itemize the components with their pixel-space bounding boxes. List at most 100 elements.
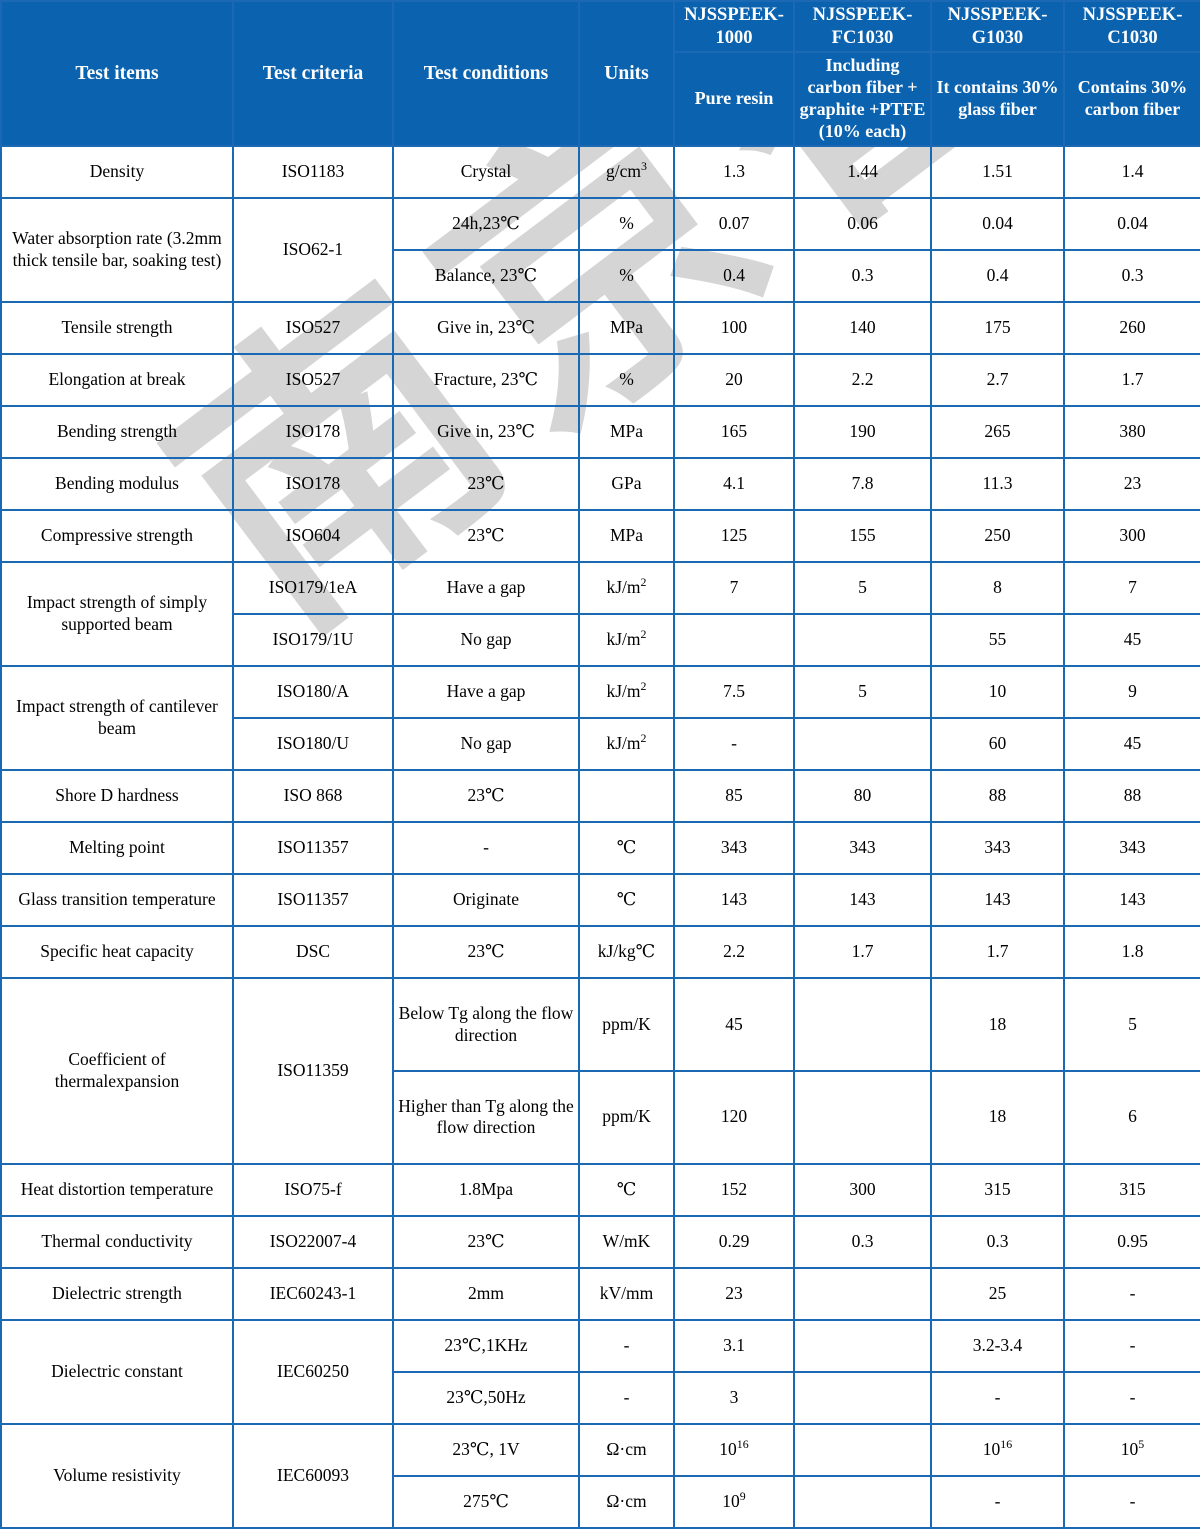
cell-units: W/mK bbox=[578, 1214, 675, 1269]
cell-value-product-3: 55 bbox=[930, 613, 1065, 668]
cell-value-product-2: 1.7 bbox=[793, 925, 932, 980]
cell-test-criteria: ISO180/U bbox=[232, 717, 394, 772]
cell-value-product-4: 1.4 bbox=[1063, 144, 1200, 199]
cell-value-product-3: 1016 bbox=[930, 1422, 1065, 1477]
cell-value-product-4: 9 bbox=[1063, 665, 1200, 720]
cell-value-product-1: 7.5 bbox=[673, 665, 795, 720]
cell-test-condition: Higher than Tg along the flow direction bbox=[392, 1070, 580, 1165]
cell-units: kJ/m2 bbox=[578, 561, 675, 616]
cell-value-product-2: 2.2 bbox=[793, 352, 932, 408]
table-row: Shore D hardness ISO 868 23℃ 85 80 88 88 bbox=[0, 769, 1200, 824]
cell-test-criteria: ISO11357 bbox=[232, 873, 394, 928]
cell-value-product-4: 7 bbox=[1063, 561, 1200, 616]
table-row: Glass transition temperature ISO11357 Orig… bbox=[0, 873, 1200, 928]
cell-value-product-1: 120 bbox=[673, 1070, 795, 1165]
cell-test-item: Density bbox=[0, 144, 234, 199]
table-row: Bending strength ISO178 Give in, 23℃ MPa 165… bbox=[0, 405, 1200, 460]
cell-value-product-4: 143 bbox=[1063, 873, 1200, 928]
header-product-name-3: NJSSPEEK-G1030 bbox=[930, 0, 1065, 54]
cell-value-product-4: 6 bbox=[1063, 1070, 1200, 1165]
cell-value-product-3: 25 bbox=[930, 1266, 1065, 1321]
cell-value-product-3: 1.51 bbox=[930, 144, 1065, 199]
table-row: 23℃,50Hz -3- - bbox=[1, 1370, 1200, 1425]
table-row: Impact strength of cantilever beam ISO180… bbox=[0, 665, 1200, 772]
cell-value-product-2 bbox=[793, 613, 932, 668]
cell-test-condition: 23℃ bbox=[392, 509, 580, 564]
cell-test-criteria: ISO527 bbox=[232, 352, 394, 408]
cell-test-condition: 275℃ bbox=[392, 1474, 580, 1529]
cell-test-criteria: ISO178 bbox=[232, 405, 394, 460]
table-row: Melting point ISO11357- ℃ 343 343 343 343 bbox=[0, 821, 1200, 876]
cell-value-product-3: 343 bbox=[930, 821, 1065, 876]
cell-value-product-2 bbox=[793, 717, 932, 772]
cell-value-product-2: 1.44 bbox=[793, 144, 932, 199]
cell-test-criteria: ISO 868 bbox=[232, 769, 394, 824]
cell-units: ℃ bbox=[578, 821, 675, 876]
table-row: Water absorption rate (3.2mm thick tensi… bbox=[0, 196, 1200, 303]
table-row: Bending modulus ISO178 23℃ GPa 4.1 7.8 11.3 23 bbox=[0, 457, 1200, 512]
header-product-desc-1: Pure resin bbox=[673, 51, 795, 147]
cell-value-product-3: 250 bbox=[930, 509, 1065, 564]
cell-test-criteria: ISO75-f bbox=[232, 1162, 394, 1217]
cell-value-product-2: 300 bbox=[793, 1162, 932, 1217]
cell-value-product-1: 1.3 bbox=[673, 144, 795, 199]
cell-value-product-1: 0.29 bbox=[673, 1214, 795, 1269]
cell-value-product-2: 0.3 bbox=[793, 1214, 932, 1269]
header-test-conditions: Test conditions bbox=[392, 0, 580, 147]
cell-test-condition: 24h,23℃ bbox=[392, 196, 580, 251]
cell-value-product-3: 10 bbox=[930, 665, 1065, 720]
cell-value-product-2 bbox=[793, 1474, 932, 1529]
header-product-name-4: NJSSPEEK-C1030 bbox=[1063, 0, 1200, 54]
cell-test-item: Elongation at break bbox=[0, 352, 234, 408]
cell-test-item: Shore D hardness bbox=[0, 769, 234, 824]
cell-test-criteria: ISO604 bbox=[232, 509, 394, 564]
cell-units: ℃ bbox=[578, 1162, 675, 1217]
cell-units bbox=[578, 769, 675, 824]
cell-value-product-2: 5 bbox=[793, 665, 932, 720]
header-test-items: Test items bbox=[0, 0, 234, 147]
cell-value-product-4: 0.04 bbox=[1063, 196, 1200, 251]
cell-test-item: Bending strength bbox=[0, 405, 234, 460]
table-row: Dielectric strength IEC60243-1 2mm kV/mm 23 2… bbox=[0, 1266, 1200, 1321]
cell-test-condition: 23℃ bbox=[392, 1214, 580, 1269]
cell-test-criteria: ISO22007-4 bbox=[232, 1214, 394, 1269]
cell-test-condition: - bbox=[392, 821, 580, 876]
cell-value-product-2: 155 bbox=[793, 509, 932, 564]
header-row-names: Test items Test criteria Test conditions… bbox=[0, 0, 1200, 147]
cell-value-product-1: 0.07 bbox=[673, 196, 795, 251]
cell-value-product-4: - bbox=[1063, 1266, 1200, 1321]
table-row: 275℃ Ω·cm 109 - - bbox=[1, 1474, 1200, 1529]
cell-units: MPa bbox=[578, 300, 675, 356]
cell-value-product-2: 80 bbox=[793, 769, 932, 824]
cell-value-product-2 bbox=[793, 1422, 932, 1477]
cell-units: kJ/kg℃ bbox=[578, 925, 675, 980]
cell-value-product-3: 11.3 bbox=[930, 457, 1065, 512]
cell-value-product-2: 0.06 bbox=[793, 196, 932, 251]
cell-test-condition: 23℃ bbox=[392, 769, 580, 824]
cell-value-product-4: 105 bbox=[1063, 1422, 1200, 1477]
cell-value-product-3: 0.04 bbox=[930, 196, 1065, 251]
table-row: Tensile strength ISO527 Give in, 23℃ MPa 100… bbox=[0, 300, 1200, 356]
cell-test-item: Bending modulus bbox=[0, 457, 234, 512]
table-row: Volume resistivity IEC60093 23℃, 1V Ω·cm 101… bbox=[0, 1422, 1200, 1529]
header-units: Units bbox=[578, 0, 675, 147]
cell-test-item: Heat distortion temperature bbox=[0, 1162, 234, 1217]
cell-test-item: Tensile strength bbox=[0, 300, 234, 356]
cell-test-condition: No gap bbox=[392, 717, 580, 772]
cell-units: - bbox=[578, 1370, 675, 1425]
cell-value-product-2 bbox=[793, 1266, 932, 1321]
cell-test-criteria: ISO179/1eA bbox=[232, 561, 394, 616]
cell-test-condition: No gap bbox=[392, 613, 580, 668]
cell-test-item: Coefficient of thermalexpansion bbox=[0, 977, 234, 1165]
header-product-name-1: NJSSPEEK-1000 bbox=[673, 0, 795, 54]
table-row: Impact strength of simply supported beam… bbox=[0, 561, 1200, 668]
table-row: Higher than Tg along the flow direction p… bbox=[1, 1070, 1200, 1165]
cell-value-product-3: 18 bbox=[930, 1070, 1065, 1165]
cell-value-product-3: 265 bbox=[930, 405, 1065, 460]
cell-test-criteria: ISO179/1U bbox=[232, 613, 394, 668]
cell-value-product-4: - bbox=[1063, 1474, 1200, 1529]
cell-units: kJ/m2 bbox=[578, 717, 675, 772]
cell-units: ppm/K bbox=[578, 1070, 675, 1165]
cell-units: Ω·cm bbox=[578, 1422, 675, 1477]
